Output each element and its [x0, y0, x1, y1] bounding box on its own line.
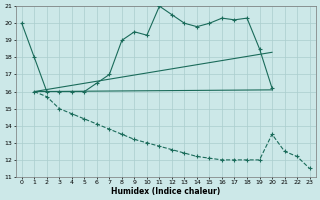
X-axis label: Humidex (Indice chaleur): Humidex (Indice chaleur) [111, 187, 220, 196]
